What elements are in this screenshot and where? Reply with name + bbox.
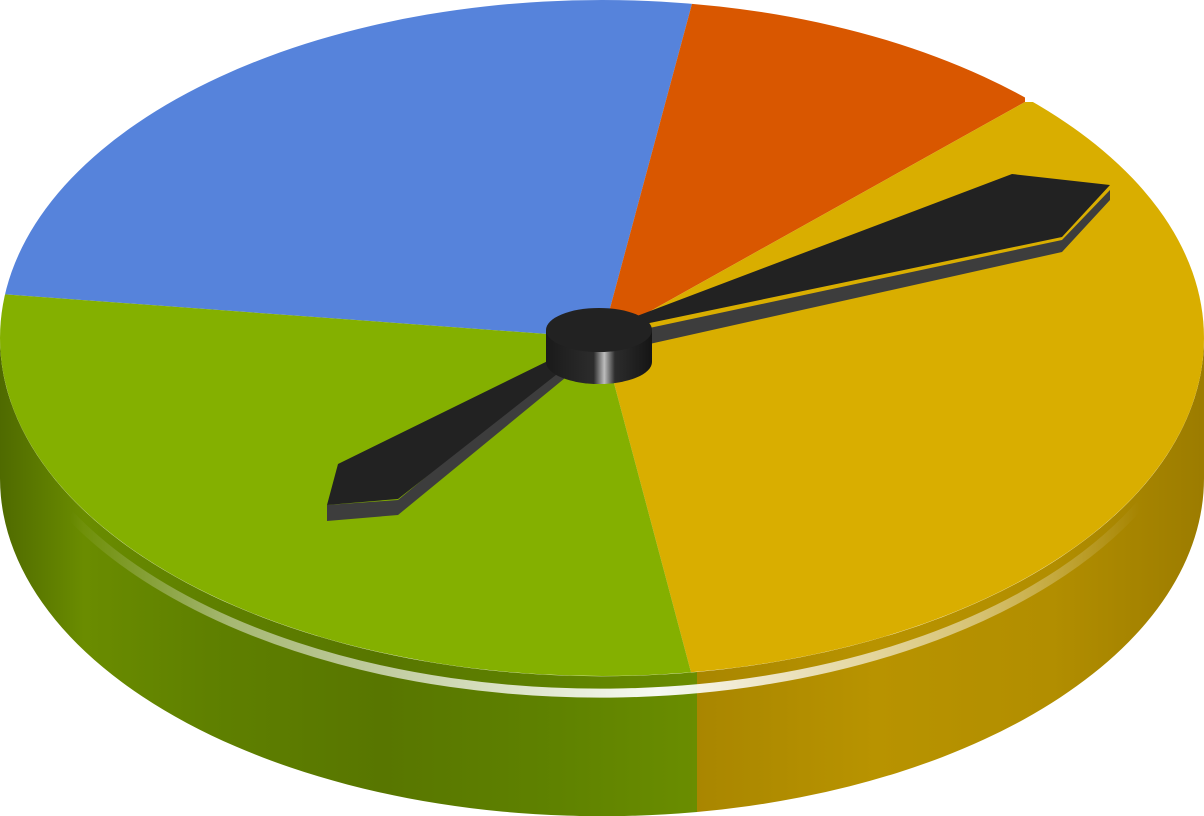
spinner-pointer bbox=[327, 174, 1110, 521]
pointer-hub bbox=[546, 308, 652, 352]
pointer-long-arm bbox=[600, 174, 1110, 330]
pointer-long-arm-edge bbox=[640, 190, 1110, 345]
pointer-short-arm bbox=[327, 355, 575, 505]
segment-orange bbox=[602, 0, 1025, 338]
rim-highlight bbox=[66, 502, 1144, 698]
segment-blue bbox=[0, 0, 693, 338]
wheel-side bbox=[0, 338, 1204, 816]
pointer-short-arm-edge bbox=[327, 366, 565, 521]
wheel-side-yellow bbox=[697, 338, 1204, 812]
wheel-side-green bbox=[0, 338, 697, 816]
